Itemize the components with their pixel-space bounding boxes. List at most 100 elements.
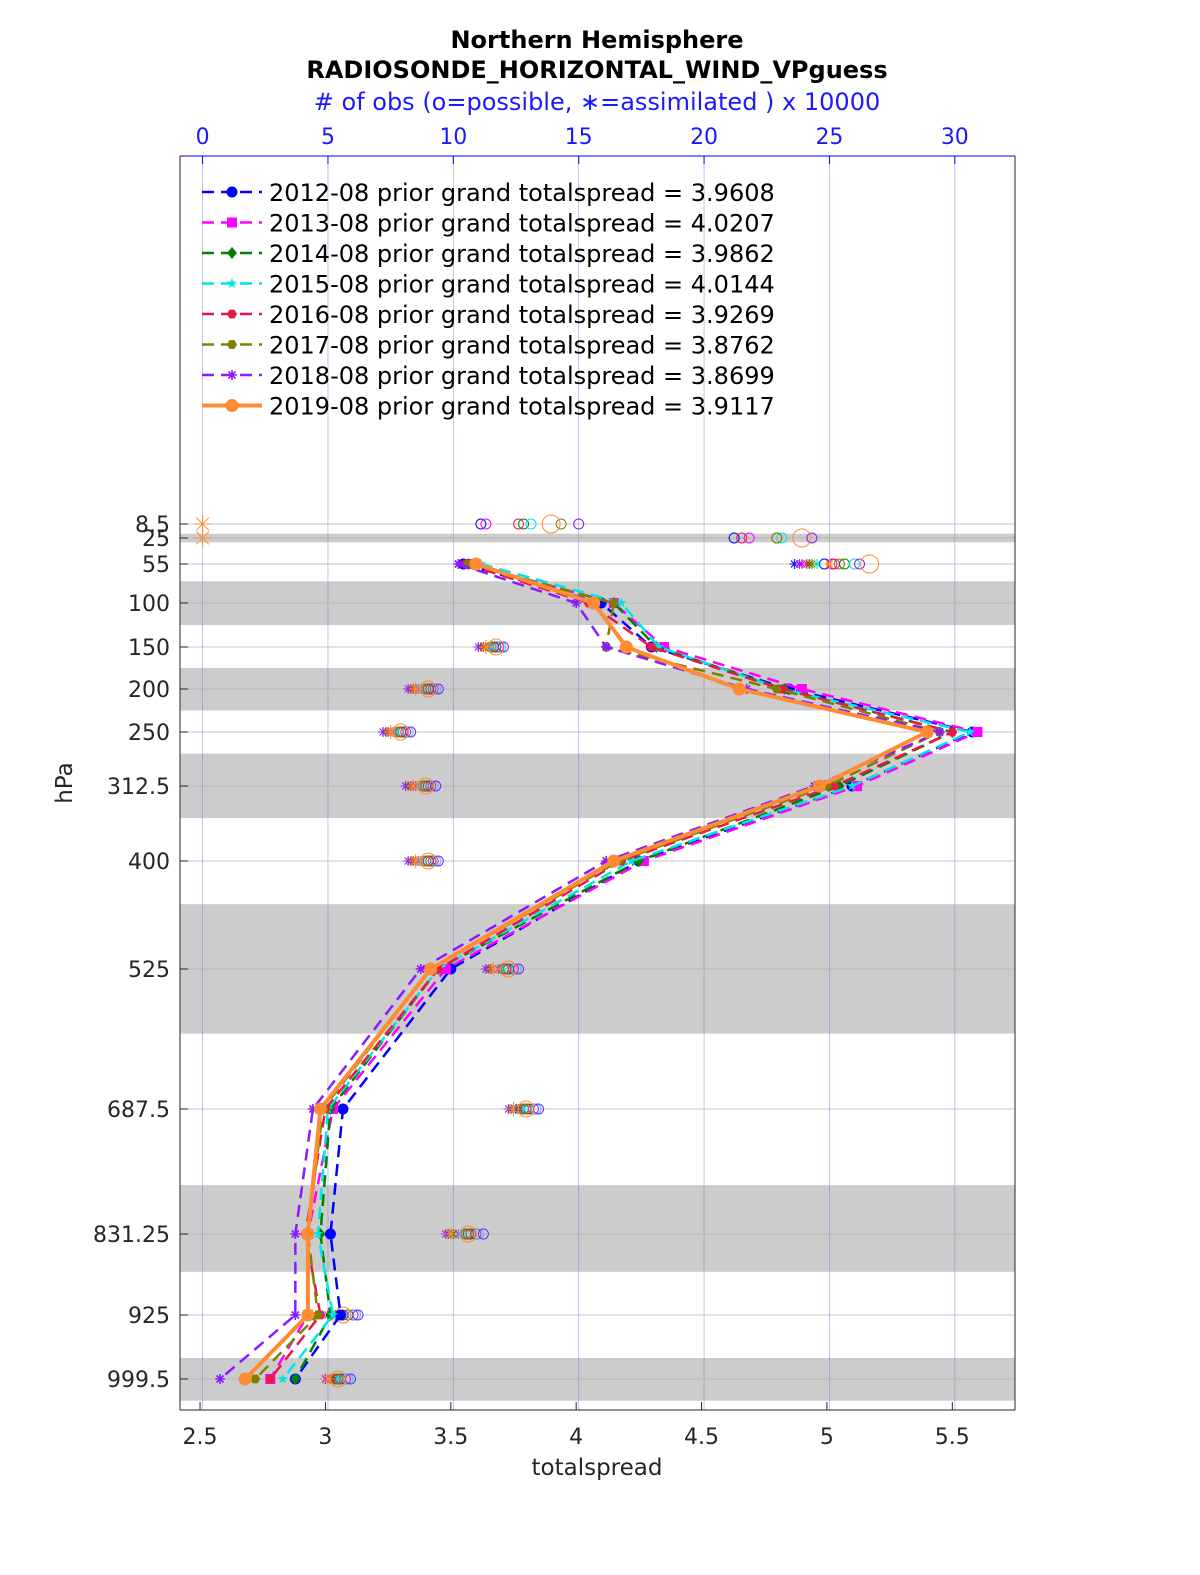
- point-2019-08-3: [732, 682, 746, 696]
- obs-assimilated-2019-08-2: [478, 640, 493, 654]
- legend-marker-2014-08: [227, 247, 237, 259]
- obs-assimilated-2019-08-3: [408, 682, 423, 696]
- obs-top-possible-2-6: [854, 558, 866, 570]
- obs-assimilated-2019-08-11: [320, 1372, 335, 1386]
- obs-top-possible-0-4: [513, 518, 525, 530]
- obs-top-possible-1-7: [792, 528, 812, 548]
- point-2018-08-10: [290, 1310, 301, 1320]
- top-tick-label-3: 15: [565, 125, 593, 150]
- point-2015-08-6: [626, 855, 637, 866]
- obs-top-assimilated-2-5: [806, 559, 817, 569]
- legend-marker-2016-08: [227, 309, 237, 319]
- x-tick-label-1: 3: [318, 1425, 332, 1450]
- obs-possible-2018-08-6: [432, 855, 444, 867]
- point-2016-08-5: [829, 781, 840, 791]
- obs-possible-2016-08-9: [462, 1228, 474, 1240]
- obs-possible-2016-08-8: [520, 1103, 532, 1115]
- obs-top-possible-0-7: [541, 514, 561, 534]
- obs-top-possible-1-5: [771, 532, 783, 544]
- shaded-bands: [180, 533, 1015, 1401]
- legend-label-2016-08: 2016-08 prior grand totalspread = 3.9269: [269, 301, 775, 329]
- point-2013-08-6: [638, 856, 649, 866]
- point-2019-08-8: [313, 1102, 327, 1116]
- x-tick-label-2: 3.5: [433, 1425, 468, 1450]
- y-tick-label-5: 200: [128, 678, 170, 703]
- point-2019-08-11: [238, 1372, 252, 1386]
- chart-title: Northern Hemisphere: [450, 26, 743, 54]
- y-tick-label-2: 55: [142, 553, 170, 578]
- legend-marker-2017-08: [227, 340, 237, 349]
- y-axis-label: hPa: [52, 762, 78, 804]
- point-2019-08-9: [301, 1227, 315, 1241]
- legend: 2012-08 prior grand totalspread = 3.9608…: [202, 179, 775, 421]
- y-tick-label-9: 525: [128, 958, 170, 983]
- obs-possible-2013-08-6: [427, 855, 439, 867]
- x-tick-label-3: 4: [569, 1425, 583, 1450]
- series-line-2019-08: [243, 562, 934, 1381]
- point-2016-08-11: [265, 1374, 276, 1384]
- top-tick-label-5: 25: [815, 125, 843, 150]
- y-tick-label-1: 25: [142, 527, 170, 552]
- obs-top-possible-1-0: [728, 532, 740, 544]
- legend-label-2017-08: 2017-08 prior grand totalspread = 3.8762: [269, 332, 775, 360]
- obs-top-possible-1-1: [743, 532, 755, 544]
- obs-top-possible-1-4: [736, 532, 748, 544]
- obs-top-assimilated-2019-0: [193, 515, 212, 533]
- obs-possible-2018-08-2: [497, 641, 509, 653]
- obs-assimilated-2019-08-6: [408, 854, 423, 868]
- top-tick-label-6: 30: [941, 125, 969, 150]
- obs-top-possible-0-1: [480, 518, 492, 530]
- x-tick-label-0: 2.5: [183, 1425, 218, 1450]
- obs-assimilated-2019-08-8: [506, 1102, 521, 1116]
- legend-marker-2015-08: [226, 278, 238, 288]
- point-2013-08-7: [440, 964, 451, 974]
- point-2019-08-1: [587, 596, 601, 610]
- y-tick-label-6: 250: [128, 721, 170, 746]
- point-2015-08-1: [616, 597, 627, 608]
- obs-assimilated-2018-08-6: [403, 856, 414, 866]
- point-2016-08-4: [947, 727, 958, 737]
- point-2012-08-10: [334, 1309, 346, 1321]
- point-2019-08-5: [812, 779, 826, 793]
- y-tick-label-13: 999.5: [107, 1368, 170, 1393]
- y-tick-label-0: 8.5: [135, 513, 170, 538]
- obs-top-assimilated-2-6: [794, 559, 805, 569]
- obs-assimilated-2018-08-5: [400, 781, 411, 791]
- point-2019-08-0: [469, 557, 483, 571]
- point-2016-08-2: [646, 642, 657, 652]
- point-2015-08-5: [846, 780, 858, 791]
- x-tick-label-4: 4.5: [684, 1425, 719, 1450]
- obs-possible-2013-08-5: [425, 780, 437, 792]
- obs-assimilated-2019-08-7: [486, 962, 501, 976]
- obs-top-assimilated-2-0: [789, 559, 800, 569]
- obs-top-assimilated-2-7: [824, 559, 835, 569]
- series-lines: [215, 557, 983, 1386]
- point-2019-08-2: [619, 640, 633, 654]
- obs-possible-2013-08-4: [400, 726, 412, 738]
- legend-label-2018-08: 2018-08 prior grand totalspread = 3.8699: [269, 362, 775, 390]
- y-tick-label-8: 400: [128, 850, 170, 875]
- obs-assimilated-2015-08-8: [518, 1104, 529, 1114]
- obs-top-assimilated-2-4: [801, 559, 812, 569]
- obs-possible-2018-08-4: [405, 726, 417, 738]
- obs-top-possible-1-3: [776, 532, 788, 544]
- obs-top-possible-0-3: [525, 518, 537, 530]
- y-tick-label-4: 150: [128, 636, 170, 661]
- obs-possible-2019-08-7: [499, 960, 517, 978]
- axes: 2.5 3 3.5 4 4.5 5 5.50 5 10 15 20 25 308.52555100150…: [93, 125, 1016, 1450]
- y-tick-label-7: 312.5: [107, 775, 170, 800]
- point-2018-08-7: [415, 964, 426, 974]
- point-2015-08-2: [653, 641, 665, 652]
- obs-assimilated-2018-08-2: [473, 642, 484, 652]
- obs-top-possible-0-5: [555, 518, 567, 530]
- point-2015-08-4: [964, 726, 976, 737]
- obs-possible-2018-08-10: [352, 1309, 364, 1321]
- point-2018-08-4: [934, 727, 945, 737]
- point-2013-08-5: [852, 781, 863, 791]
- x-tick-label-5: 5: [820, 1425, 834, 1450]
- point-2018-08-11: [215, 1374, 226, 1384]
- chart-subtitle: RADIOSONDE_HORIZONTAL_WIND_VPguess: [306, 56, 887, 84]
- top-tick-label-2: 10: [439, 125, 467, 150]
- point-2017-08-3: [771, 684, 782, 694]
